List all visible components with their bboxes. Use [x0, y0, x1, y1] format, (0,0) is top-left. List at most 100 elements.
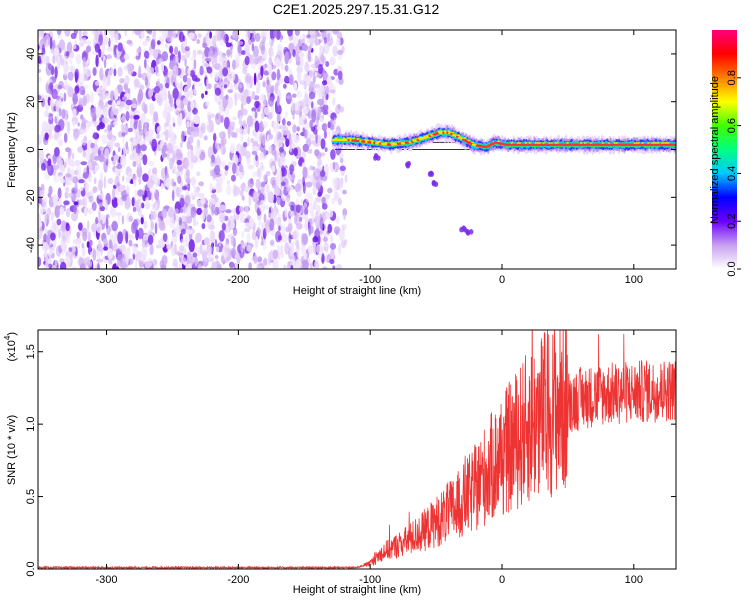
noise-blob — [122, 175, 125, 182]
noise-blob — [79, 85, 86, 96]
noise-blob — [272, 258, 279, 269]
noise-blob — [176, 170, 183, 176]
snr-y-label: SNR (10 * v/v) — [6, 415, 18, 485]
noise-blob — [101, 41, 106, 53]
noise-blob — [173, 138, 177, 145]
noise-blob — [128, 239, 133, 247]
noise-blob — [195, 232, 202, 243]
noise-blob — [308, 91, 316, 100]
spectrogram-x-tick-label: -300 — [96, 274, 118, 286]
noise-blob — [342, 208, 348, 217]
noise-blob — [276, 95, 280, 107]
noise-blob — [110, 136, 116, 145]
noise-blob — [265, 170, 271, 177]
noise-blob — [251, 90, 255, 100]
noise-blob — [228, 261, 235, 268]
noise-blob — [79, 41, 84, 47]
noise-blob — [243, 89, 249, 98]
noise-blob — [263, 257, 268, 266]
noise-blob — [54, 259, 58, 266]
noise-blob — [56, 218, 62, 226]
noise-blob — [271, 71, 277, 81]
noise-blob — [187, 67, 191, 76]
noise-blob — [70, 160, 76, 168]
noise-blob — [247, 125, 250, 135]
noise-blob — [285, 138, 290, 148]
noise-blob — [302, 259, 309, 269]
noise-blob — [329, 243, 337, 250]
noise-blob — [38, 76, 43, 83]
noise-blob — [305, 181, 313, 188]
noise-blob — [301, 44, 309, 52]
noise-blob — [122, 184, 126, 192]
noise-blob — [178, 106, 182, 112]
noise-blob — [317, 234, 321, 246]
noise-blob — [232, 59, 236, 71]
noise-blob — [55, 55, 61, 61]
noise-blob — [221, 138, 225, 147]
noise-blob — [189, 161, 194, 170]
noise-blob — [222, 67, 229, 77]
noise-blob — [261, 58, 264, 65]
noise-blob — [208, 50, 214, 60]
noise-blob — [93, 132, 97, 139]
noise-blob — [116, 164, 123, 170]
noise-blob — [119, 78, 125, 84]
noise-blob — [74, 71, 78, 83]
noise-blob — [179, 141, 183, 148]
trace-core-yellow — [463, 137, 467, 140]
snr-y-scale: (x104) — [3, 332, 18, 362]
noise-blob — [181, 130, 185, 143]
noise-blob — [308, 223, 312, 237]
noise-blob — [84, 182, 90, 194]
noise-blob — [314, 260, 317, 267]
noise-blob — [48, 263, 53, 269]
noise-blob — [212, 35, 217, 48]
noise-blob — [72, 120, 76, 127]
noise-blob — [94, 30, 100, 39]
noise-blob — [179, 197, 185, 208]
noise-blob — [338, 153, 345, 159]
noise-blob — [107, 248, 113, 260]
noise-blob — [60, 178, 66, 184]
noise-blob — [104, 106, 108, 119]
noise-blob — [135, 229, 139, 241]
noise-blob — [228, 73, 233, 79]
noise-blob — [212, 56, 215, 69]
noise-blob — [209, 182, 213, 194]
colorbar-tick-label: 0.0 — [726, 261, 738, 276]
noise-blob — [181, 228, 186, 235]
noise-blob — [180, 81, 183, 93]
noise-blob — [276, 168, 283, 180]
noise-blob — [184, 57, 187, 68]
noise-blob — [208, 114, 212, 125]
spectrogram-x-tick-label: 100 — [625, 274, 643, 286]
noise-blob — [198, 192, 205, 199]
secondary-branch-blob — [405, 163, 411, 169]
noise-blob — [202, 42, 208, 49]
noise-blob — [206, 40, 214, 46]
noise-blob — [143, 220, 148, 230]
noise-blob — [140, 202, 145, 209]
noise-blob — [218, 240, 222, 247]
noise-blob — [192, 252, 198, 258]
noise-blob — [323, 130, 327, 139]
noise-blob — [123, 65, 128, 72]
noise-blob — [287, 30, 293, 37]
spectrogram-y-tick-label: 0 — [25, 146, 37, 152]
noise-blob — [218, 55, 224, 67]
noise-blob — [154, 222, 158, 235]
noise-blob — [232, 154, 239, 165]
noise-blob — [173, 165, 177, 175]
noise-blob — [320, 54, 325, 63]
noise-blob — [210, 162, 216, 167]
noise-blob — [328, 81, 334, 90]
noise-blob — [210, 264, 218, 269]
noise-blob — [278, 225, 281, 232]
noise-blob — [280, 35, 284, 40]
noise-blob — [295, 110, 301, 116]
noise-blob — [256, 85, 260, 95]
noise-blob — [327, 32, 330, 42]
noise-blob — [102, 239, 108, 245]
